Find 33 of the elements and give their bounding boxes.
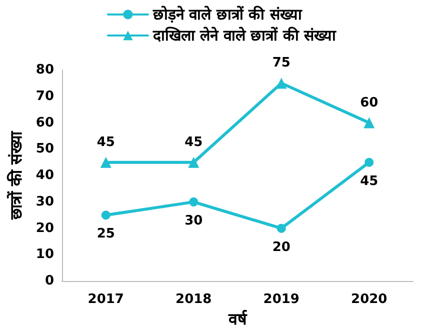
point — [100, 156, 112, 168]
legend-label: छोड़ने वाले छात्रों की संख्या — [152, 6, 303, 24]
y-tick-label: 40 — [36, 168, 54, 184]
x-tick-label: 2018 — [176, 292, 212, 308]
data-label: 45 — [184, 134, 203, 150]
data-label: 75 — [272, 56, 290, 71]
legend-label: दाखिला लेने वाले छात्रों की संख्या — [152, 26, 338, 44]
data-label: 30 — [184, 213, 203, 228]
data-label: 60 — [360, 95, 378, 110]
y-tick-label: 80 — [36, 62, 54, 78]
point — [189, 197, 198, 206]
x-axis-title: वर्ष — [228, 310, 248, 328]
point — [364, 117, 375, 128]
y-tick-label: 0 — [44, 274, 54, 289]
point — [276, 224, 286, 233]
point — [276, 78, 287, 89]
x-tick-label: 2017 — [88, 292, 124, 308]
y-tick-label: 50 — [36, 142, 54, 157]
y-tick-label: 20 — [36, 220, 54, 236]
data-label: 25 — [96, 226, 115, 242]
x-tick-label: 2019 — [263, 292, 300, 308]
y-axis-title: छात्रों की संख्या — [6, 130, 26, 221]
y-tick-label: 70 — [36, 88, 54, 104]
point — [101, 210, 110, 220]
data-label: 20 — [272, 240, 290, 255]
point — [188, 156, 200, 168]
data-label: 45 — [96, 134, 115, 150]
data-label: 45 — [360, 174, 378, 189]
y-tick-label: 60 — [36, 115, 54, 130]
y-tick-label: 10 — [36, 247, 54, 262]
y-tick-label: 30 — [36, 194, 54, 210]
point — [364, 158, 374, 167]
x-tick-label: 2020 — [351, 292, 388, 308]
